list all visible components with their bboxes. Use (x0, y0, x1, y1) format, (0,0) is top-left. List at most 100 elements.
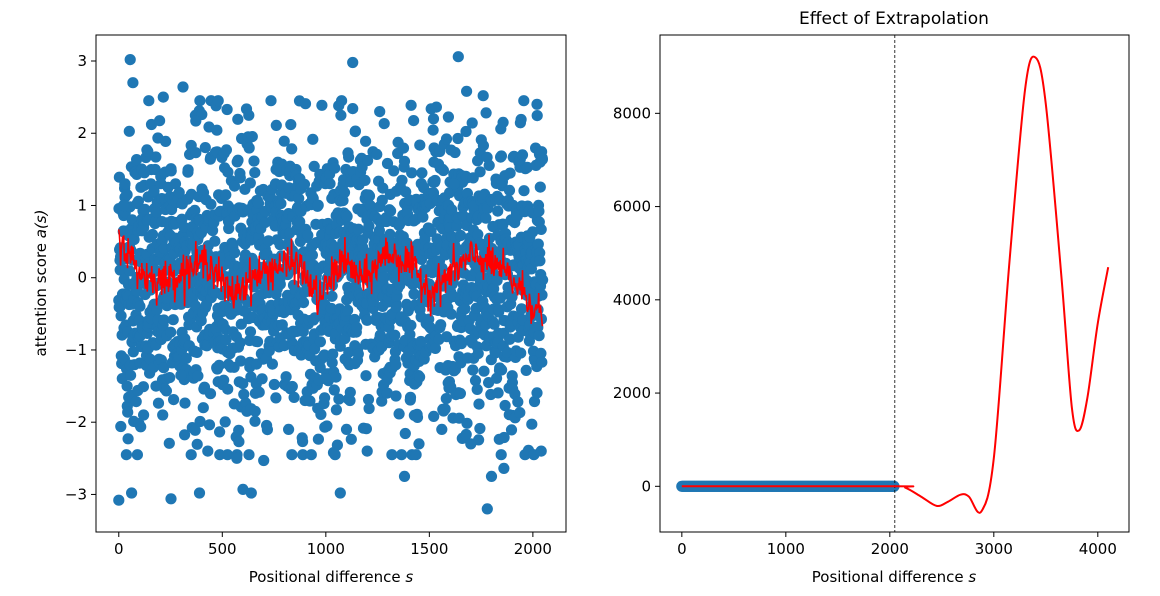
scatter-point (416, 167, 428, 179)
scatter-point (139, 203, 151, 215)
scatter-point (219, 416, 231, 428)
y-tick-label: 3 (77, 52, 87, 70)
scatter-point (164, 372, 176, 384)
scatter-point-outlier (127, 77, 139, 89)
scatter-point (351, 321, 363, 333)
scatter-point (314, 336, 326, 348)
scatter-point (352, 223, 365, 235)
scatter-point (324, 178, 336, 190)
x-tick-label: 500 (208, 540, 237, 558)
scatter-point (527, 226, 539, 238)
scatter-point (520, 364, 532, 376)
scatter-point (263, 345, 275, 357)
scatter-point (315, 408, 327, 420)
x-tick-label: 2000 (871, 540, 909, 558)
scatter-point (363, 402, 375, 415)
scatter-point (429, 174, 441, 187)
scatter-point (341, 210, 353, 223)
scatter-point (288, 391, 300, 403)
scatter-point (472, 228, 484, 241)
scatter-point (330, 371, 342, 383)
scatter-point (299, 98, 312, 110)
scatter-point (504, 167, 516, 179)
scatter-point (307, 133, 319, 145)
scatter-point (179, 397, 191, 409)
scatter-point (425, 225, 437, 237)
scatter-point (251, 336, 264, 348)
y-tick-label: 0 (77, 269, 87, 287)
scatter-point (536, 153, 549, 165)
scatter-point (455, 229, 467, 242)
scatter-point (297, 435, 309, 448)
scatter-point (414, 371, 426, 383)
scatter-point (534, 255, 546, 267)
scatter-point-outlier (142, 145, 154, 157)
scatter-point-outlier (212, 95, 224, 107)
scatter-point (406, 167, 418, 179)
scatter-point (328, 384, 340, 396)
right-axes-frame (659, 34, 1130, 533)
scatter-point-outlier (531, 98, 543, 110)
y-tick-label: 0 (641, 477, 651, 495)
scatter-point (389, 329, 401, 341)
scatter-point (335, 109, 347, 121)
scatter-point (390, 359, 402, 371)
scatter-point-outlier (233, 436, 245, 448)
scatter-point (515, 303, 528, 315)
scatter-point-outlier (340, 423, 353, 435)
scatter-point (429, 342, 441, 354)
scatter-point (478, 365, 490, 377)
scatter-point (535, 223, 547, 235)
scatter-point-outlier (448, 178, 460, 190)
scatter-point (349, 125, 361, 137)
scatter-point (492, 387, 504, 399)
scatter-point (120, 449, 132, 461)
scatter-point (371, 148, 383, 160)
scatter-point (189, 424, 201, 436)
scatter-point (209, 235, 221, 247)
scatter-point (536, 356, 548, 368)
scatter-point (534, 247, 546, 259)
scatter-point (182, 164, 194, 176)
scatter-point (495, 449, 507, 461)
scatter-point (415, 335, 427, 348)
scatter-point (297, 297, 310, 309)
scatter-point (259, 217, 271, 229)
scatter-point (338, 186, 351, 199)
scatter-point (535, 347, 547, 359)
scatter-point-outlier (452, 51, 464, 63)
scatter-point-outlier (177, 81, 189, 93)
scatter-point (235, 355, 247, 367)
scatter-point (115, 310, 127, 322)
scatter-point (492, 205, 504, 217)
scatter-point (359, 174, 371, 186)
scatter-point (194, 95, 206, 107)
scatter-point (122, 406, 134, 418)
scatter-point (237, 378, 249, 390)
scatter-point (466, 117, 478, 129)
scatter-point (306, 249, 318, 261)
scatter-point (377, 182, 389, 194)
scatter-point (408, 288, 420, 300)
scatter-point-outlier (122, 433, 134, 445)
scatter-point (274, 278, 286, 290)
scatter-point (318, 349, 330, 361)
scatter-point (533, 330, 545, 342)
scatter-point (474, 166, 486, 178)
scatter-point (398, 155, 411, 167)
scatter-point-outlier (245, 487, 257, 499)
right-plot-area (676, 35, 1110, 532)
scatter-point-outlier (485, 470, 498, 482)
scatter-point (363, 220, 375, 232)
right-extrapolation-line (681, 55, 1110, 514)
scatter-point (503, 184, 516, 196)
scatter-point (229, 247, 241, 259)
right-y-ticks: 8000 6000 4000 2000 0 (613, 104, 660, 495)
scatter-point-outlier (334, 487, 346, 499)
scatter-point (480, 107, 492, 119)
scatter-point (363, 190, 376, 202)
scatter-point (521, 161, 533, 173)
scatter-point-outlier (202, 445, 214, 457)
scatter-point (333, 393, 345, 405)
